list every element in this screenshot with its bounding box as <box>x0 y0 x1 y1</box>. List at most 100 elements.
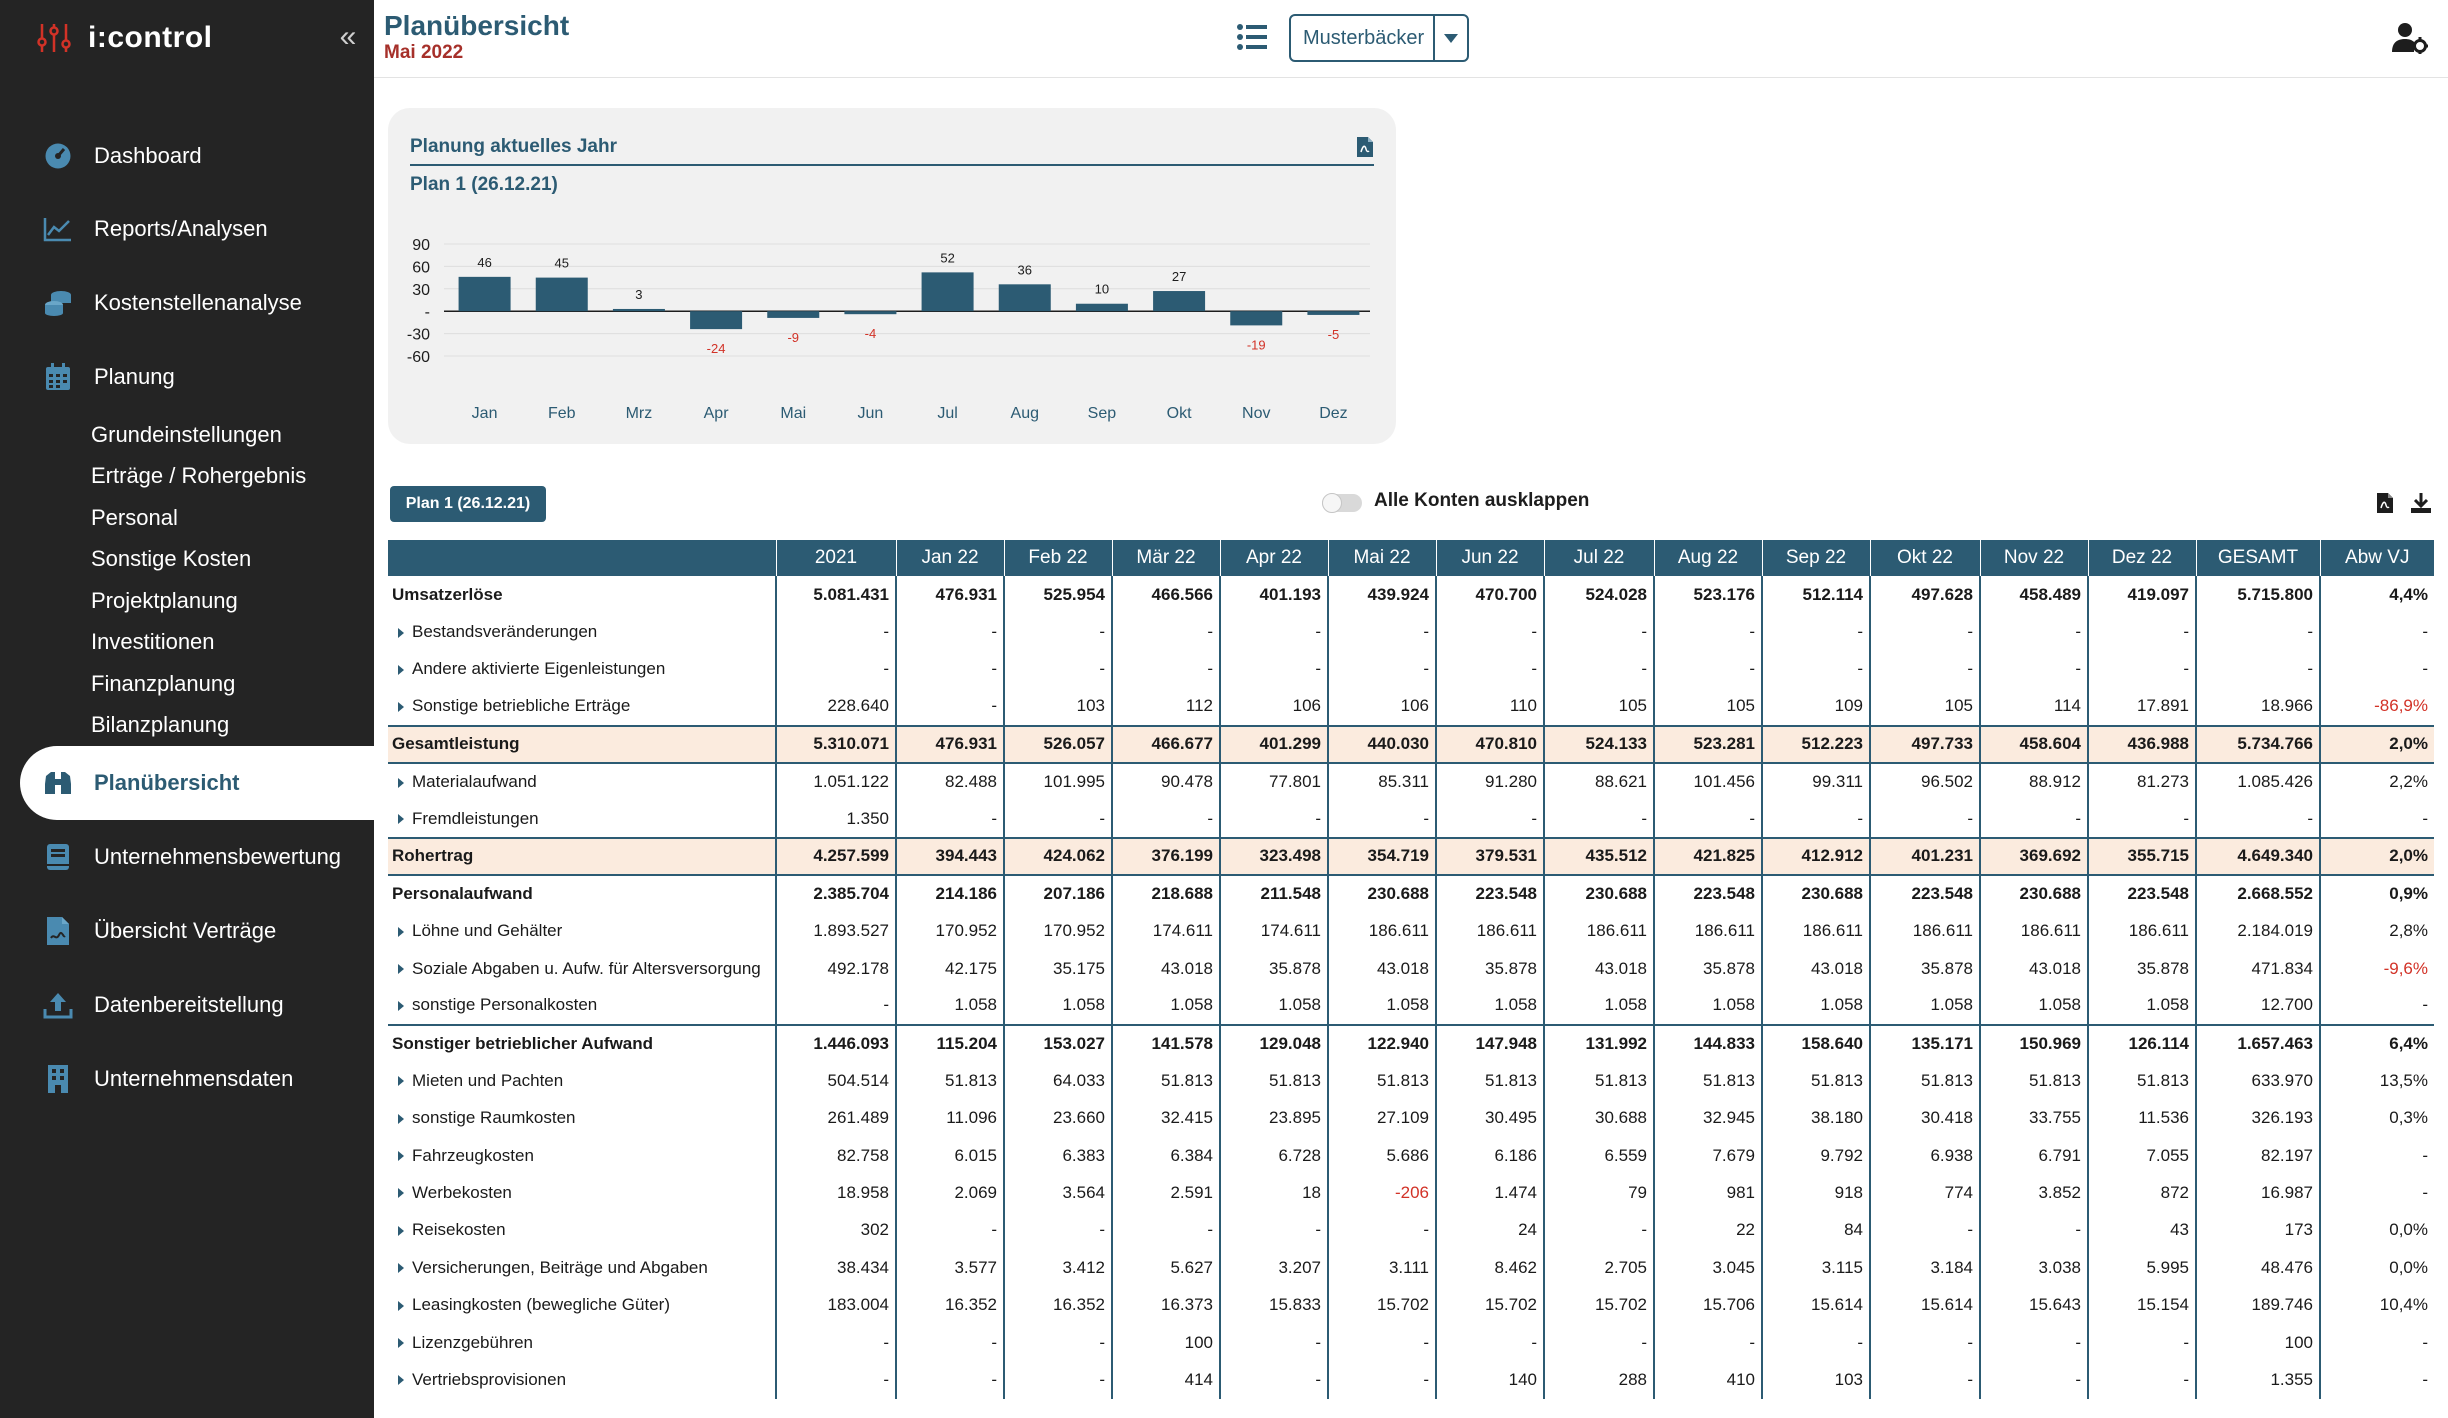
row-label-cell[interactable]: Versicherungen, Beiträge und Abgaben <box>388 1249 776 1286</box>
expand-caret-icon[interactable] <box>398 1300 404 1311</box>
expand-caret-icon[interactable] <box>398 1113 404 1124</box>
expand-caret-icon[interactable] <box>398 1375 404 1386</box>
expand-caret-icon[interactable] <box>398 1076 404 1087</box>
expand-caret-icon[interactable] <box>398 1263 404 1274</box>
row-label-cell[interactable]: Bestandsveränderungen <box>388 613 776 650</box>
nav-unternehmensbewertung[interactable]: Unternehmensbewertung <box>20 820 374 894</box>
expand-caret-icon[interactable] <box>398 964 404 975</box>
expand-caret-icon[interactable] <box>398 777 404 788</box>
row-label-cell[interactable]: Mieten und Pachten <box>388 1062 776 1099</box>
bar[interactable] <box>844 311 897 315</box>
nav-uebersicht-vertraege[interactable]: Übersicht Verträge <box>20 894 374 968</box>
row-label-cell[interactable]: sonstige Raumkosten <box>388 1099 776 1136</box>
table-row-account[interactable]: Fahrzeugkosten 82.758 6.015 6.383 6.384 6.728… <box>388 1136 2434 1175</box>
nav-planung[interactable]: Planung <box>20 340 374 414</box>
expand-caret-icon[interactable] <box>398 814 404 825</box>
table-row-account[interactable]: sonstige Raumkosten 261.489 11.096 23.660 32… <box>388 1099 2434 1137</box>
row-label-cell: Sonstiger betrieblicher Aufwand <box>388 1023 776 1063</box>
download-icon[interactable] <box>2410 492 2432 514</box>
user-settings-icon[interactable] <box>2392 22 2428 54</box>
nav-reports[interactable]: Reports/Analysen <box>20 192 374 266</box>
brand[interactable]: i:control <box>36 18 213 58</box>
bar[interactable] <box>612 308 665 312</box>
pdf-export-icon[interactable] <box>2376 492 2394 514</box>
row-label-cell[interactable]: Sonstige betriebliche Erträge <box>388 688 776 725</box>
company-select[interactable]: Musterbäcker <box>1289 14 1469 62</box>
value-cell: 0,9% <box>2319 874 2434 913</box>
table-row-account[interactable]: Leasingkosten (bewegliche Güter) 183.004 1… <box>388 1286 2434 1324</box>
value-cell: - <box>1327 800 1436 838</box>
expand-caret-icon[interactable] <box>398 926 404 937</box>
bar[interactable] <box>921 272 974 312</box>
table-row-account[interactable]: Bestandsveränderungen - - - - - - - - - - - - - - - <box>388 613 2434 651</box>
table-row-account[interactable]: Fremdleistungen 1.350- - - - - - - - - - - - - - <box>388 800 2434 838</box>
bar[interactable] <box>1075 303 1128 312</box>
nav-dashboard[interactable]: Dashboard <box>20 119 374 193</box>
table-row-account[interactable]: Werbekosten 18.958 2.069 3.564 2.591 18 -206 1.… <box>388 1174 2434 1212</box>
nav-datenbereitstellung[interactable]: Datenbereitstellung <box>20 968 374 1042</box>
value-cell: 492.178 <box>775 949 896 988</box>
subnav-bilanzplanung[interactable]: Bilanzplanung <box>91 712 230 737</box>
row-label-cell[interactable]: Materialaufwand <box>388 763 776 800</box>
value-cell: - <box>1003 650 1112 689</box>
value-cell: 103 <box>1003 688 1112 726</box>
expand-caret-icon[interactable] <box>398 1338 404 1349</box>
bar[interactable] <box>690 311 743 330</box>
expand-caret-icon[interactable] <box>398 1151 404 1162</box>
row-label-cell[interactable]: Löhne und Gehälter <box>388 913 776 950</box>
collapse-sidebar-icon[interactable]: « <box>339 20 357 53</box>
subnav-ertraege-rohergebnis[interactable]: Erträge / Rohergebnis <box>91 463 307 488</box>
expand-caret-icon[interactable] <box>398 664 404 675</box>
row-label-cell[interactable]: Werbekosten <box>388 1174 776 1211</box>
nav-kostenstellenanalyse[interactable]: Kostenstellenanalyse <box>20 266 374 340</box>
value-cell: 5.686 <box>1327 1136 1436 1175</box>
nav-unternehmensdaten[interactable]: Unternehmensdaten <box>20 1042 374 1116</box>
table-row-account[interactable]: Materialaufwand 1.051.122 82.488 101.995 90.… <box>388 762 2434 801</box>
expand-caret-icon[interactable] <box>398 701 404 712</box>
expand-caret-icon[interactable] <box>398 1225 404 1236</box>
value-cell: 512.223 <box>1761 724 1870 764</box>
subnav-projektplanung[interactable]: Projektplanung <box>91 588 238 613</box>
row-label-cell[interactable]: Andere aktivierte Eigenleistungen <box>388 651 776 688</box>
table-row-account[interactable]: Löhne und Gehälter 1.893.527 170.952 170.95… <box>388 912 2434 950</box>
expand-accounts-toggle[interactable] <box>1322 493 1362 513</box>
table-row-account[interactable]: Lizenzgebühren - - -100- - - - - - - - -100- <box>388 1323 2434 1362</box>
row-label-cell[interactable]: Fremdleistungen <box>388 800 776 837</box>
table-row-account[interactable]: Reisekosten 302- - - - -24-22 84- -43 173 0,0% <box>388 1211 2434 1250</box>
row-label-cell[interactable]: Vertriebsprovisionen <box>388 1361 776 1398</box>
subnav-finanzplanung[interactable]: Finanzplanung <box>91 671 236 696</box>
list-view-icon[interactable] <box>1236 22 1268 52</box>
expand-caret-icon[interactable] <box>398 627 404 638</box>
row-label-cell[interactable]: Soziale Abgaben u. Aufw. für Altersverso… <box>388 950 776 987</box>
bar[interactable] <box>535 277 588 312</box>
row-label-cell[interactable]: Lizenzgebühren <box>388 1324 776 1361</box>
plan-version-button[interactable]: Plan 1 (26.12.21) <box>390 486 546 522</box>
bar[interactable] <box>458 276 511 312</box>
row-label-cell[interactable]: Fahrzeugkosten <box>388 1137 776 1174</box>
bar[interactable] <box>1230 311 1283 326</box>
bar[interactable] <box>1307 311 1360 315</box>
bar[interactable] <box>1153 291 1206 312</box>
expand-caret-icon[interactable] <box>398 1001 404 1011</box>
value-cell: -206 <box>1327 1174 1436 1212</box>
table-row-account[interactable]: sonstige Personalkosten -1.058 1.058 1.058 1… <box>388 987 2434 1025</box>
subnav-investitionen[interactable]: Investitionen <box>91 629 215 654</box>
row-label-cell[interactable]: sonstige Personalkosten <box>388 987 776 1024</box>
subnav-grundeinstellungen[interactable]: Grundeinstellungen <box>91 422 282 447</box>
expand-caret-icon[interactable] <box>398 1188 404 1199</box>
table-row-account[interactable]: Soziale Abgaben u. Aufw. für Altersverso… <box>388 949 2434 988</box>
table-row-account[interactable]: Andere aktivierte Eigenleistungen - - - - - - -… <box>388 650 2434 689</box>
table-row-account[interactable]: Mieten und Pachten 504.514 51.813 64.033 51.… <box>388 1062 2434 1100</box>
bar[interactable] <box>998 284 1051 312</box>
bar[interactable] <box>767 311 820 318</box>
chevron-down-icon[interactable] <box>1433 16 1467 60</box>
pdf-export-icon[interactable] <box>1356 136 1374 158</box>
table-row-account[interactable]: Versicherungen, Beiträge und Abgaben 38.4… <box>388 1249 2434 1287</box>
table-row-account[interactable]: Sonstige betriebliche Erträge 228.640-103… <box>388 688 2434 726</box>
table-row-account[interactable]: Vertriebsprovisionen - - -414- -140 288 410 103… <box>388 1361 2434 1399</box>
subnav-personal[interactable]: Personal <box>91 505 178 530</box>
row-label-cell[interactable]: Reisekosten <box>388 1212 776 1249</box>
subnav-sonstige-kosten[interactable]: Sonstige Kosten <box>91 546 252 571</box>
row-label-cell[interactable]: Leasingkosten (bewegliche Güter) <box>388 1286 776 1323</box>
nav-planuebersicht[interactable]: Planübersicht <box>20 746 374 820</box>
